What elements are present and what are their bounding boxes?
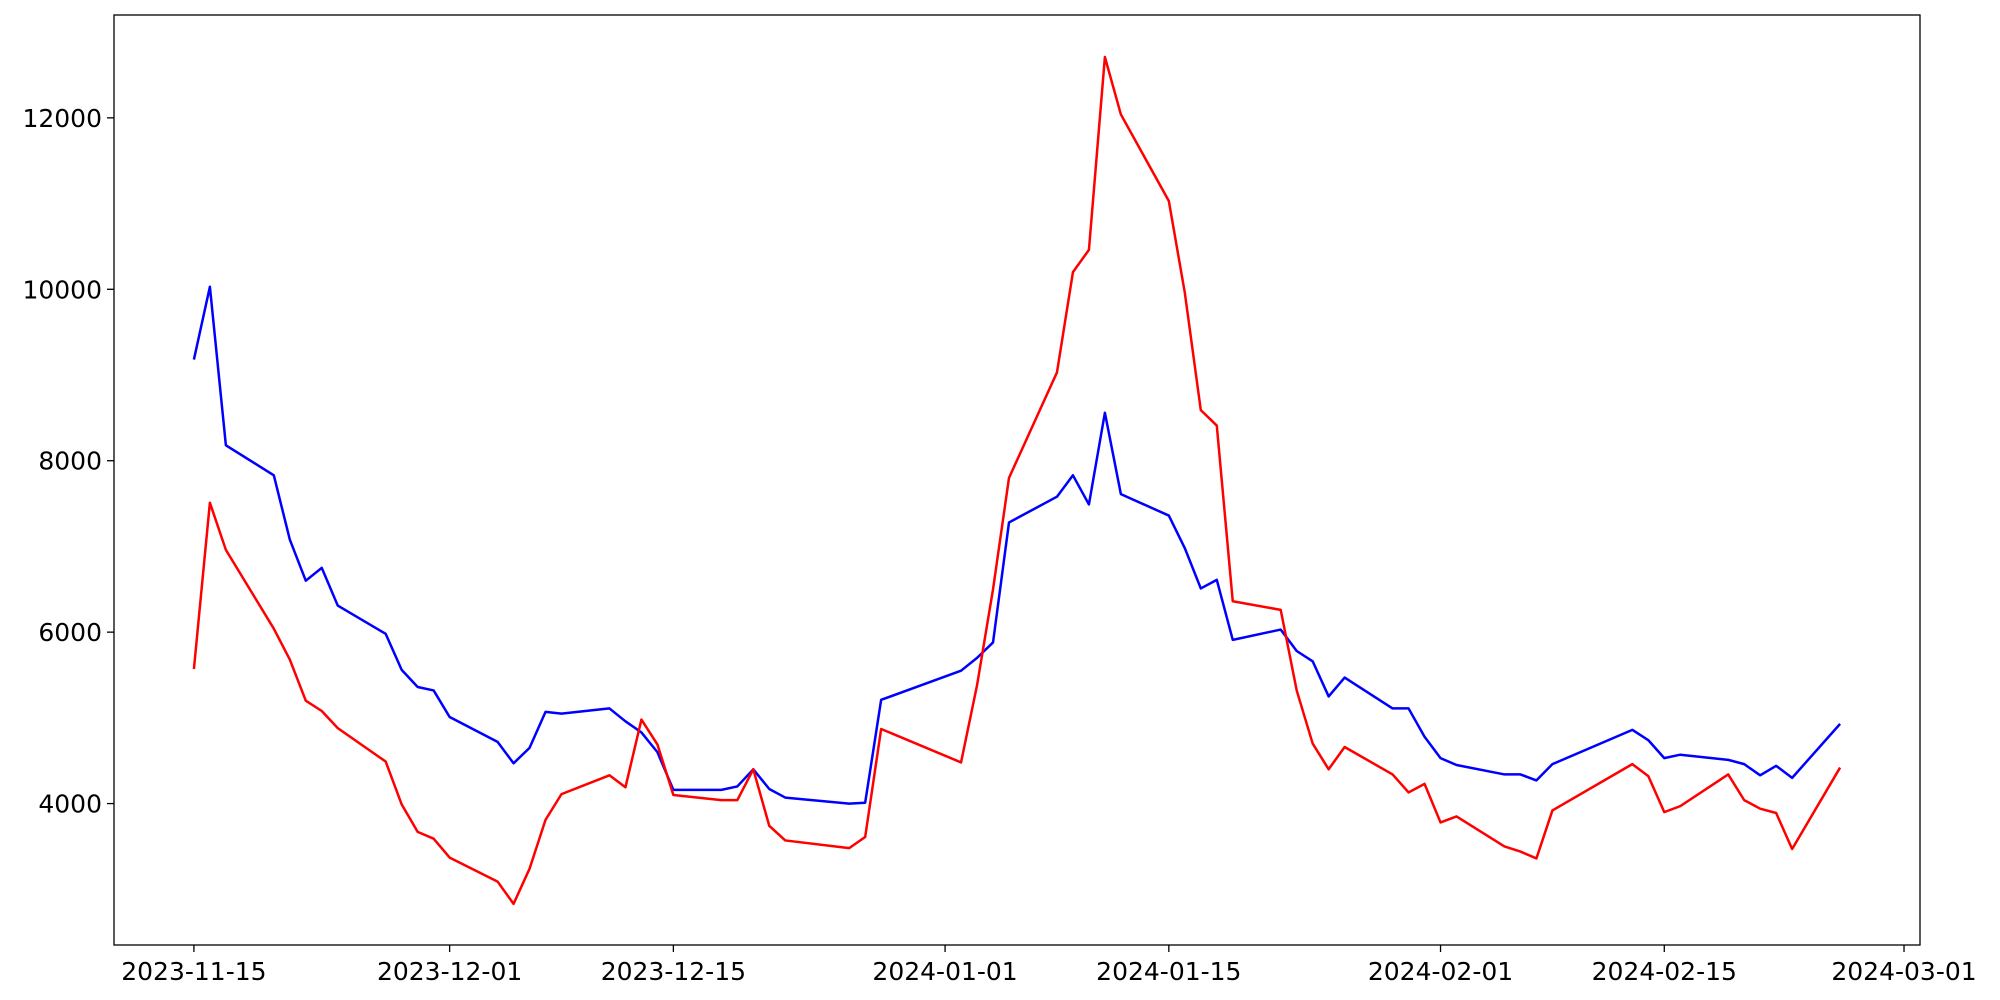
y-tick-label: 4000 [38, 790, 102, 819]
x-tick-label: 2023-12-15 [601, 957, 746, 986]
x-tick-label: 2023-12-01 [377, 957, 522, 986]
x-tick-label: 2023-11-15 [121, 957, 266, 986]
x-tick-label: 2024-01-01 [872, 957, 1017, 986]
y-tick-label: 10000 [22, 275, 102, 304]
y-tick-label: 8000 [38, 447, 102, 476]
x-tick-label: 2024-01-15 [1096, 957, 1241, 986]
x-tick-label: 2024-03-01 [1831, 957, 1976, 986]
series-line [192, 285, 1842, 805]
plot-frame [113, 14, 1921, 946]
x-tick-label: 2024-02-15 [1592, 957, 1737, 986]
y-tick-label: 6000 [38, 618, 102, 647]
series-line [192, 55, 1842, 906]
y-tick-label: 12000 [22, 104, 102, 133]
x-tick-label: 2024-02-01 [1368, 957, 1513, 986]
